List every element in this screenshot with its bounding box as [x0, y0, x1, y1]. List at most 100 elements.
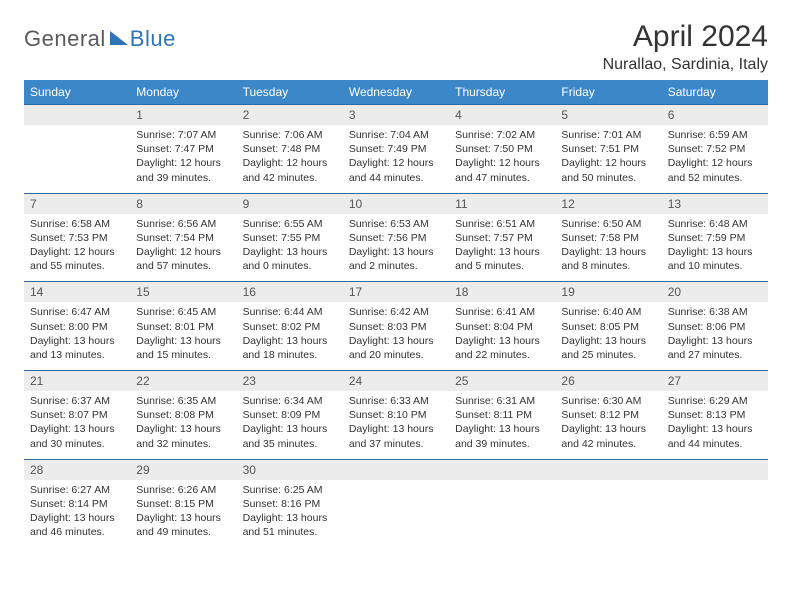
sunset-text: Sunset: 8:08 PM [136, 408, 230, 422]
daylight-text: Daylight: 13 hours and 51 minutes. [243, 511, 337, 539]
daylight-text: Daylight: 13 hours and 13 minutes. [30, 334, 124, 362]
sunset-text: Sunset: 8:03 PM [349, 320, 443, 334]
day-number-cell: 5 [555, 105, 661, 126]
header: General Blue April 2024 Nurallao, Sardin… [24, 20, 768, 74]
sunset-text: Sunset: 7:48 PM [243, 142, 337, 156]
day-detail-cell: Sunrise: 6:42 AMSunset: 8:03 PMDaylight:… [343, 302, 449, 370]
sunrise-text: Sunrise: 6:27 AM [30, 483, 124, 497]
sunrise-text: Sunrise: 6:45 AM [136, 305, 230, 319]
sunrise-text: Sunrise: 6:51 AM [455, 217, 549, 231]
sunrise-text: Sunrise: 6:35 AM [136, 394, 230, 408]
day-detail-cell: Sunrise: 6:56 AMSunset: 7:54 PMDaylight:… [130, 214, 236, 282]
daylight-text: Daylight: 12 hours and 52 minutes. [668, 156, 762, 184]
sunset-text: Sunset: 7:47 PM [136, 142, 230, 156]
day-detail-cell: Sunrise: 6:45 AMSunset: 8:01 PMDaylight:… [130, 302, 236, 370]
sunrise-text: Sunrise: 6:26 AM [136, 483, 230, 497]
day-detail-cell: Sunrise: 6:58 AMSunset: 7:53 PMDaylight:… [24, 214, 130, 282]
sunset-text: Sunset: 8:06 PM [668, 320, 762, 334]
day-number-cell: 6 [662, 105, 768, 126]
sunrise-text: Sunrise: 7:01 AM [561, 128, 655, 142]
day-number-cell: 24 [343, 371, 449, 392]
daylight-text: Daylight: 12 hours and 47 minutes. [455, 156, 549, 184]
daylight-text: Daylight: 13 hours and 18 minutes. [243, 334, 337, 362]
sunset-text: Sunset: 7:50 PM [455, 142, 549, 156]
sunset-text: Sunset: 7:52 PM [668, 142, 762, 156]
sunrise-text: Sunrise: 6:25 AM [243, 483, 337, 497]
day-number-cell: 19 [555, 282, 661, 303]
sunrise-text: Sunrise: 6:37 AM [30, 394, 124, 408]
sunrise-text: Sunrise: 6:55 AM [243, 217, 337, 231]
daylight-text: Daylight: 13 hours and 39 minutes. [455, 422, 549, 450]
logo: General Blue [24, 26, 176, 52]
sunrise-text: Sunrise: 6:58 AM [30, 217, 124, 231]
daylight-text: Daylight: 13 hours and 20 minutes. [349, 334, 443, 362]
day-detail-cell: Sunrise: 6:26 AMSunset: 8:15 PMDaylight:… [130, 480, 236, 548]
day-number-cell: 20 [662, 282, 768, 303]
sunset-text: Sunset: 8:02 PM [243, 320, 337, 334]
day-detail-cell: Sunrise: 6:30 AMSunset: 8:12 PMDaylight:… [555, 391, 661, 459]
daylight-text: Daylight: 13 hours and 8 minutes. [561, 245, 655, 273]
day-number-cell: 1 [130, 105, 236, 126]
day-number-cell: 21 [24, 371, 130, 392]
daylight-text: Daylight: 13 hours and 42 minutes. [561, 422, 655, 450]
day-detail-cell: Sunrise: 6:40 AMSunset: 8:05 PMDaylight:… [555, 302, 661, 370]
daylight-text: Daylight: 12 hours and 57 minutes. [136, 245, 230, 273]
sunrise-text: Sunrise: 6:47 AM [30, 305, 124, 319]
daylight-text: Daylight: 13 hours and 10 minutes. [668, 245, 762, 273]
sunset-text: Sunset: 8:12 PM [561, 408, 655, 422]
sunrise-text: Sunrise: 6:59 AM [668, 128, 762, 142]
daylight-text: Daylight: 13 hours and 27 minutes. [668, 334, 762, 362]
day-detail-cell [555, 480, 661, 548]
sunset-text: Sunset: 8:07 PM [30, 408, 124, 422]
daylight-text: Daylight: 13 hours and 35 minutes. [243, 422, 337, 450]
daylight-text: Daylight: 13 hours and 46 minutes. [30, 511, 124, 539]
logo-text-general: General [24, 26, 106, 52]
daylight-text: Daylight: 13 hours and 32 minutes. [136, 422, 230, 450]
daylight-text: Daylight: 13 hours and 22 minutes. [455, 334, 549, 362]
sunset-text: Sunset: 8:11 PM [455, 408, 549, 422]
day-detail-cell [662, 480, 768, 548]
sunrise-text: Sunrise: 6:40 AM [561, 305, 655, 319]
sunset-text: Sunset: 7:53 PM [30, 231, 124, 245]
day-detail-cell: Sunrise: 7:06 AMSunset: 7:48 PMDaylight:… [237, 125, 343, 193]
day-number-cell: 15 [130, 282, 236, 303]
sunset-text: Sunset: 7:51 PM [561, 142, 655, 156]
day-detail-cell: Sunrise: 6:59 AMSunset: 7:52 PMDaylight:… [662, 125, 768, 193]
sunset-text: Sunset: 7:55 PM [243, 231, 337, 245]
sunset-text: Sunset: 8:10 PM [349, 408, 443, 422]
daylight-text: Daylight: 13 hours and 0 minutes. [243, 245, 337, 273]
day-detail-cell: Sunrise: 6:50 AMSunset: 7:58 PMDaylight:… [555, 214, 661, 282]
day-detail-cell: Sunrise: 6:53 AMSunset: 7:56 PMDaylight:… [343, 214, 449, 282]
day-number-cell: 18 [449, 282, 555, 303]
day-number-cell: 25 [449, 371, 555, 392]
day-number-cell: 7 [24, 193, 130, 214]
sunrise-text: Sunrise: 6:53 AM [349, 217, 443, 231]
daylight-text: Daylight: 12 hours and 42 minutes. [243, 156, 337, 184]
day-detail-cell: Sunrise: 6:33 AMSunset: 8:10 PMDaylight:… [343, 391, 449, 459]
sunset-text: Sunset: 8:14 PM [30, 497, 124, 511]
day-detail-cell [24, 125, 130, 193]
sunset-text: Sunset: 7:58 PM [561, 231, 655, 245]
logo-triangle-icon [110, 31, 128, 45]
dow-header: Monday [130, 80, 236, 105]
dow-header: Sunday [24, 80, 130, 105]
sunset-text: Sunset: 8:05 PM [561, 320, 655, 334]
dow-header: Saturday [662, 80, 768, 105]
sunset-text: Sunset: 8:00 PM [30, 320, 124, 334]
daylight-text: Daylight: 13 hours and 44 minutes. [668, 422, 762, 450]
daylight-text: Daylight: 12 hours and 55 minutes. [30, 245, 124, 273]
dow-header: Wednesday [343, 80, 449, 105]
day-number-cell [24, 105, 130, 126]
sunrise-text: Sunrise: 6:42 AM [349, 305, 443, 319]
day-number-cell: 9 [237, 193, 343, 214]
sunrise-text: Sunrise: 7:07 AM [136, 128, 230, 142]
daylight-text: Daylight: 12 hours and 44 minutes. [349, 156, 443, 184]
sunrise-text: Sunrise: 6:34 AM [243, 394, 337, 408]
sunrise-text: Sunrise: 6:44 AM [243, 305, 337, 319]
sunset-text: Sunset: 8:15 PM [136, 497, 230, 511]
sunrise-text: Sunrise: 6:33 AM [349, 394, 443, 408]
day-number-cell [343, 459, 449, 480]
sunrise-text: Sunrise: 6:56 AM [136, 217, 230, 231]
day-detail-cell: Sunrise: 6:55 AMSunset: 7:55 PMDaylight:… [237, 214, 343, 282]
day-detail-cell: Sunrise: 6:29 AMSunset: 8:13 PMDaylight:… [662, 391, 768, 459]
